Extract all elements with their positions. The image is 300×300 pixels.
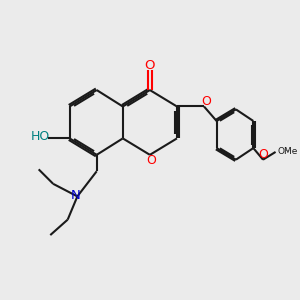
Text: OMe: OMe bbox=[278, 147, 298, 156]
Text: O: O bbox=[258, 148, 268, 161]
Text: methoxy: methoxy bbox=[286, 150, 292, 151]
Text: O: O bbox=[146, 154, 156, 167]
Text: O: O bbox=[201, 95, 211, 108]
Text: O: O bbox=[145, 58, 155, 72]
Text: HO: HO bbox=[31, 130, 50, 143]
Text: N: N bbox=[71, 189, 81, 202]
